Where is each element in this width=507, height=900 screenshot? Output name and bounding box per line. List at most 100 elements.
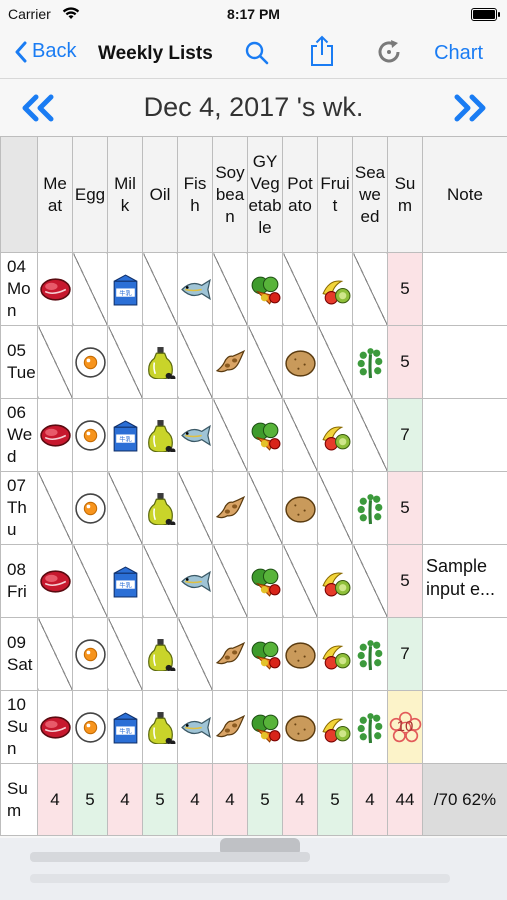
food-cell-empty[interactable] bbox=[37, 325, 73, 399]
food-cell-empty[interactable] bbox=[107, 325, 143, 399]
food-cell-checked[interactable] bbox=[247, 690, 283, 764]
food-cell-empty[interactable] bbox=[107, 617, 143, 691]
food-cell-empty[interactable] bbox=[212, 398, 248, 472]
next-week-icon[interactable] bbox=[452, 94, 488, 122]
food-cell-checked[interactable] bbox=[212, 325, 248, 399]
food-cell-checked[interactable] bbox=[72, 617, 108, 691]
column-header-soy[interactable]: Soy bea n bbox=[212, 136, 248, 253]
food-cell-checked[interactable] bbox=[317, 544, 353, 618]
food-cell-checked[interactable] bbox=[142, 617, 178, 691]
previous-week-icon[interactable] bbox=[20, 94, 56, 122]
note-cell[interactable] bbox=[422, 617, 507, 691]
food-cell-checked[interactable] bbox=[352, 325, 388, 399]
food-cell-checked[interactable] bbox=[177, 544, 213, 618]
food-cell-checked[interactable] bbox=[317, 617, 353, 691]
food-cell-checked[interactable] bbox=[282, 690, 318, 764]
ad-banner[interactable] bbox=[0, 838, 507, 900]
food-cell-checked[interactable] bbox=[247, 398, 283, 472]
food-cell-checked[interactable] bbox=[37, 252, 73, 326]
food-cell-checked[interactable] bbox=[37, 544, 73, 618]
food-cell-empty[interactable] bbox=[142, 544, 178, 618]
food-cell-checked[interactable] bbox=[107, 252, 143, 326]
column-header-veg[interactable]: GY Veg etab le bbox=[247, 136, 283, 253]
column-header-oil[interactable]: Oil bbox=[142, 136, 178, 253]
food-cell-checked[interactable] bbox=[142, 325, 178, 399]
food-cell-checked[interactable] bbox=[142, 471, 178, 545]
food-cell-empty[interactable] bbox=[282, 252, 318, 326]
note-cell[interactable] bbox=[422, 252, 507, 326]
food-cell-checked[interactable] bbox=[282, 617, 318, 691]
column-header-seaweed[interactable]: Sea we ed bbox=[352, 136, 388, 253]
food-cell-checked[interactable] bbox=[317, 252, 353, 326]
food-cell-empty[interactable] bbox=[282, 398, 318, 472]
egg-icon bbox=[74, 638, 106, 670]
search-icon[interactable] bbox=[244, 40, 270, 66]
food-cell-checked[interactable] bbox=[107, 690, 143, 764]
food-cell-checked[interactable] bbox=[317, 398, 353, 472]
food-cell-checked[interactable] bbox=[247, 617, 283, 691]
potato-icon bbox=[284, 641, 316, 669]
note-cell[interactable] bbox=[422, 471, 507, 545]
back-button[interactable]: Back bbox=[14, 40, 76, 63]
food-cell-checked[interactable] bbox=[37, 690, 73, 764]
food-cell-empty[interactable] bbox=[212, 252, 248, 326]
food-cell-checked[interactable] bbox=[352, 690, 388, 764]
food-cell-checked[interactable] bbox=[177, 690, 213, 764]
food-cell-empty[interactable] bbox=[177, 617, 213, 691]
column-header-potato[interactable]: Pot ato bbox=[282, 136, 318, 253]
food-cell-empty[interactable] bbox=[72, 252, 108, 326]
food-cell-empty[interactable] bbox=[282, 544, 318, 618]
note-cell[interactable] bbox=[422, 325, 507, 399]
food-cell-checked[interactable] bbox=[317, 690, 353, 764]
refresh-icon[interactable] bbox=[376, 38, 404, 66]
food-cell-checked[interactable] bbox=[352, 471, 388, 545]
food-cell-checked[interactable] bbox=[107, 544, 143, 618]
food-cell-empty[interactable] bbox=[352, 252, 388, 326]
food-cell-empty[interactable] bbox=[352, 544, 388, 618]
food-cell-empty[interactable] bbox=[317, 325, 353, 399]
food-cell-empty[interactable] bbox=[212, 544, 248, 618]
food-cell-checked[interactable] bbox=[212, 617, 248, 691]
food-cell-checked[interactable] bbox=[282, 471, 318, 545]
food-cell-empty[interactable] bbox=[37, 617, 73, 691]
food-cell-empty[interactable] bbox=[247, 325, 283, 399]
food-cell-checked[interactable] bbox=[282, 325, 318, 399]
column-header-label: Me at bbox=[43, 173, 67, 215]
food-cell-empty[interactable] bbox=[317, 471, 353, 545]
food-cell-empty[interactable] bbox=[177, 471, 213, 545]
food-cell-checked[interactable] bbox=[177, 398, 213, 472]
column-header-fish[interactable]: Fis h bbox=[177, 136, 213, 253]
food-cell-empty[interactable] bbox=[142, 252, 178, 326]
row-sum-value: 5 bbox=[400, 352, 410, 371]
share-icon[interactable] bbox=[308, 35, 336, 67]
column-header-milk[interactable]: Mil k bbox=[107, 136, 143, 253]
food-cell-checked[interactable] bbox=[72, 471, 108, 545]
column-header-egg[interactable]: Egg bbox=[72, 136, 108, 253]
food-cell-checked[interactable] bbox=[72, 690, 108, 764]
column-header-fruit[interactable]: Frui t bbox=[317, 136, 353, 253]
food-cell-checked[interactable] bbox=[212, 690, 248, 764]
food-cell-checked[interactable] bbox=[212, 471, 248, 545]
food-cell-checked[interactable] bbox=[142, 398, 178, 472]
food-cell-empty[interactable] bbox=[72, 544, 108, 618]
food-cell-empty[interactable] bbox=[37, 471, 73, 545]
food-cell-checked[interactable] bbox=[142, 690, 178, 764]
food-cell-empty[interactable] bbox=[247, 471, 283, 545]
note-cell[interactable]: Sample input e... bbox=[422, 544, 507, 618]
food-cell-empty[interactable] bbox=[352, 398, 388, 472]
food-cell-empty[interactable] bbox=[107, 471, 143, 545]
food-cell-checked[interactable] bbox=[72, 398, 108, 472]
food-cell-checked[interactable] bbox=[352, 617, 388, 691]
column-total: 4 bbox=[282, 763, 318, 836]
food-cell-checked[interactable] bbox=[247, 252, 283, 326]
column-header-meat[interactable]: Me at bbox=[37, 136, 73, 253]
food-cell-checked[interactable] bbox=[72, 325, 108, 399]
food-cell-empty[interactable] bbox=[177, 325, 213, 399]
food-cell-checked[interactable] bbox=[107, 398, 143, 472]
note-cell[interactable] bbox=[422, 398, 507, 472]
food-cell-checked[interactable] bbox=[247, 544, 283, 618]
note-cell[interactable] bbox=[422, 690, 507, 764]
food-cell-checked[interactable] bbox=[177, 252, 213, 326]
chart-button[interactable]: Chart bbox=[434, 42, 483, 64]
food-cell-checked[interactable] bbox=[37, 398, 73, 472]
